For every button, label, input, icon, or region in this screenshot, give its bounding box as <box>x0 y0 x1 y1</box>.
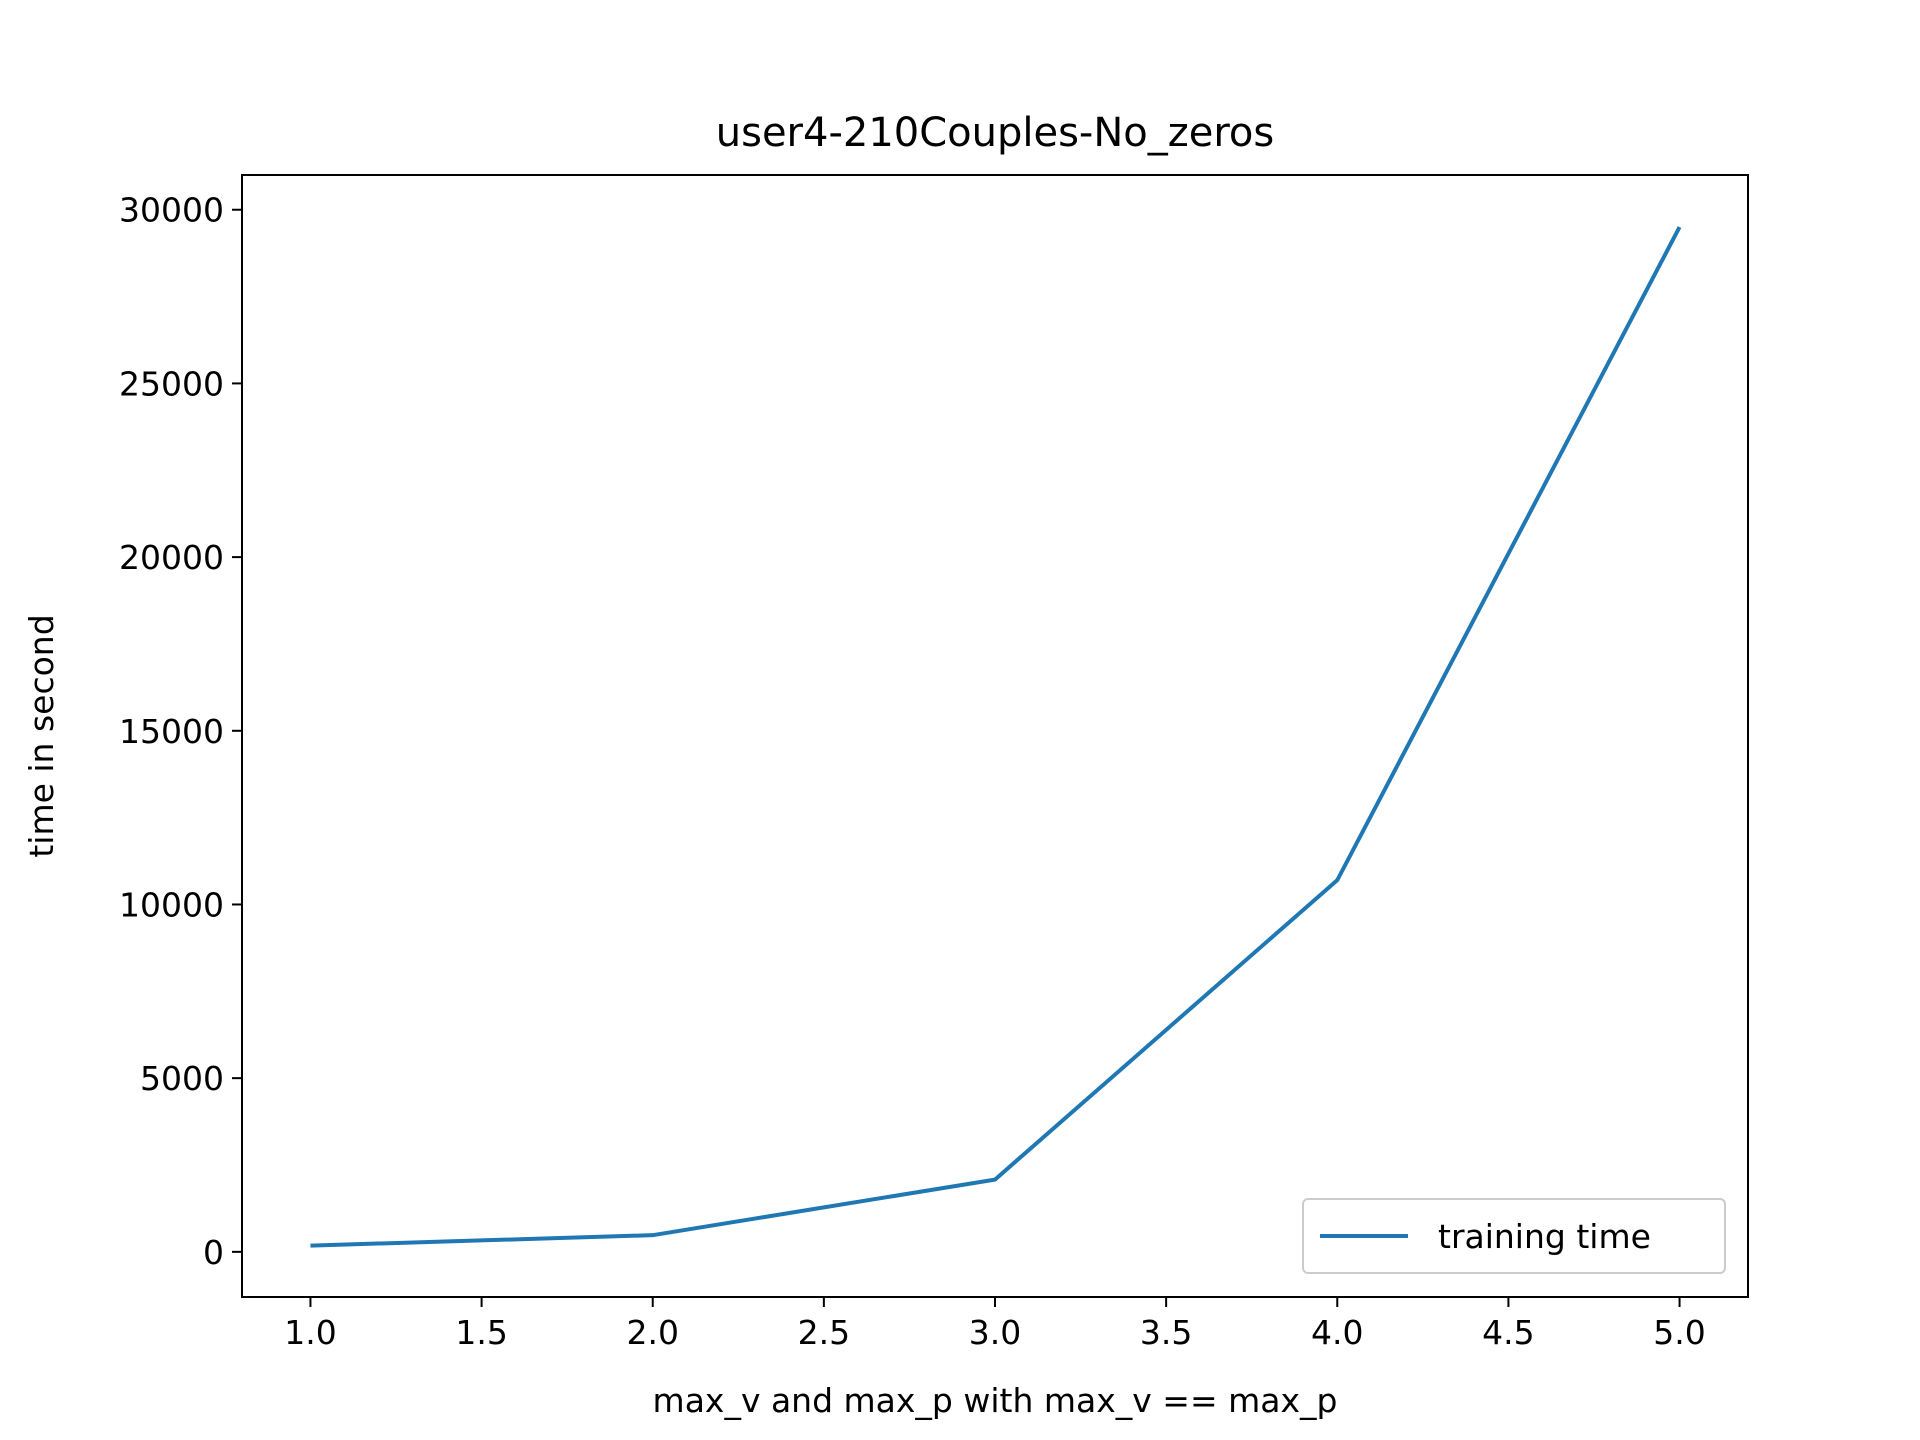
y-tick-label: 0 <box>203 1233 224 1272</box>
x-tick-label: 2.5 <box>798 1313 850 1352</box>
x-tick-label: 1.5 <box>455 1313 507 1352</box>
x-axis-label: max_v and max_p with max_v == max_p <box>653 1381 1338 1420</box>
x-tick-label: 4.5 <box>1482 1313 1534 1352</box>
x-tick-label: 4.0 <box>1311 1313 1363 1352</box>
y-tick-label: 10000 <box>119 885 224 924</box>
series-line-training-time <box>310 226 1682 1248</box>
series-group <box>310 226 1682 1248</box>
x-tick-label: 1.0 <box>284 1313 336 1352</box>
legend-box <box>1302 1198 1726 1274</box>
chart-title: user4-210Couples-No_zeros <box>716 110 1275 156</box>
x-tick-label: 5.0 <box>1653 1313 1705 1352</box>
x-tick-label: 3.0 <box>969 1313 1021 1352</box>
y-tick-label: 20000 <box>119 538 224 577</box>
legend-label-training-time: training time <box>1438 1217 1651 1256</box>
y-tick-label: 5000 <box>140 1059 224 1098</box>
y-tick-label: 15000 <box>119 712 224 751</box>
y-axis-label: time in second <box>22 614 61 857</box>
x-axis-ticks: 1.0 1.5 2.0 2.5 3.0 3.5 4.0 4.5 5.0 <box>284 1297 1706 1352</box>
legend: training time <box>1302 1198 1726 1274</box>
y-tick-label: 25000 <box>119 364 224 403</box>
y-axis-ticks: 0 5000 10000 15000 20000 25000 30000 <box>119 191 242 1272</box>
y-tick-label: 30000 <box>119 191 224 230</box>
x-tick-label: 2.0 <box>626 1313 678 1352</box>
x-tick-label: 3.5 <box>1140 1313 1192 1352</box>
axes-frame <box>241 174 1749 1298</box>
